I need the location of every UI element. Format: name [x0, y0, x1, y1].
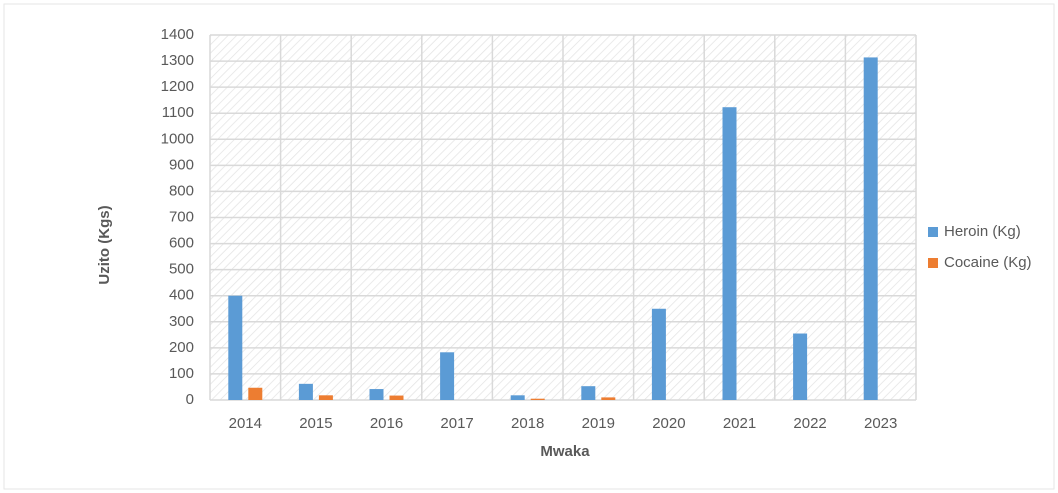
bar: [651, 308, 666, 400]
x-tick-label: 2018: [511, 415, 544, 432]
legend-label: Cocaine (Kg): [944, 254, 1032, 271]
x-tick-label: 2016: [370, 415, 403, 432]
y-tick-label: 1400: [161, 26, 194, 43]
x-tick-label: 2017: [440, 415, 473, 432]
legend-swatch: [928, 258, 938, 268]
y-tick-label: 1200: [161, 78, 194, 95]
x-tick-label: 2015: [299, 415, 332, 432]
y-tick-label: 500: [169, 261, 194, 278]
bar: [722, 107, 737, 400]
y-tick-label: 200: [169, 339, 194, 356]
x-tick-label: 2021: [723, 415, 756, 432]
bar: [298, 383, 313, 400]
y-axis-title: Uzito (Kgs): [96, 205, 113, 284]
bar: [863, 57, 878, 401]
bar: [369, 389, 384, 400]
bar: [581, 386, 596, 400]
legend-label: Heroin (Kg): [944, 223, 1021, 240]
y-tick-label: 100: [169, 365, 194, 382]
x-tick-label: 2022: [793, 415, 826, 432]
legend-swatch: [928, 227, 938, 237]
x-tick-label: 2023: [864, 415, 897, 432]
bar: [530, 398, 545, 400]
bar: [440, 352, 455, 400]
bar: [318, 395, 333, 400]
x-tick-label: 2019: [582, 415, 615, 432]
y-tick-label: 700: [169, 208, 194, 225]
bar: [510, 395, 525, 400]
y-tick-label: 800: [169, 182, 194, 199]
bar: [248, 387, 263, 400]
bar: [389, 395, 404, 400]
y-tick-label: 600: [169, 235, 194, 252]
x-tick-label: 2020: [652, 415, 685, 432]
bar: [228, 295, 243, 400]
bar: [793, 333, 808, 400]
y-tick-label: 1100: [162, 104, 194, 121]
x-axis-title: Mwaka: [540, 443, 590, 460]
y-tick-label: 0: [186, 391, 194, 408]
y-tick-label: 900: [169, 156, 194, 173]
y-tick-label: 300: [169, 313, 194, 330]
bar: [601, 397, 616, 400]
y-tick-label: 400: [169, 287, 194, 304]
y-tick-label: 1300: [161, 52, 194, 69]
x-tick-label: 2014: [229, 415, 262, 432]
y-tick-label: 1000: [161, 130, 194, 147]
